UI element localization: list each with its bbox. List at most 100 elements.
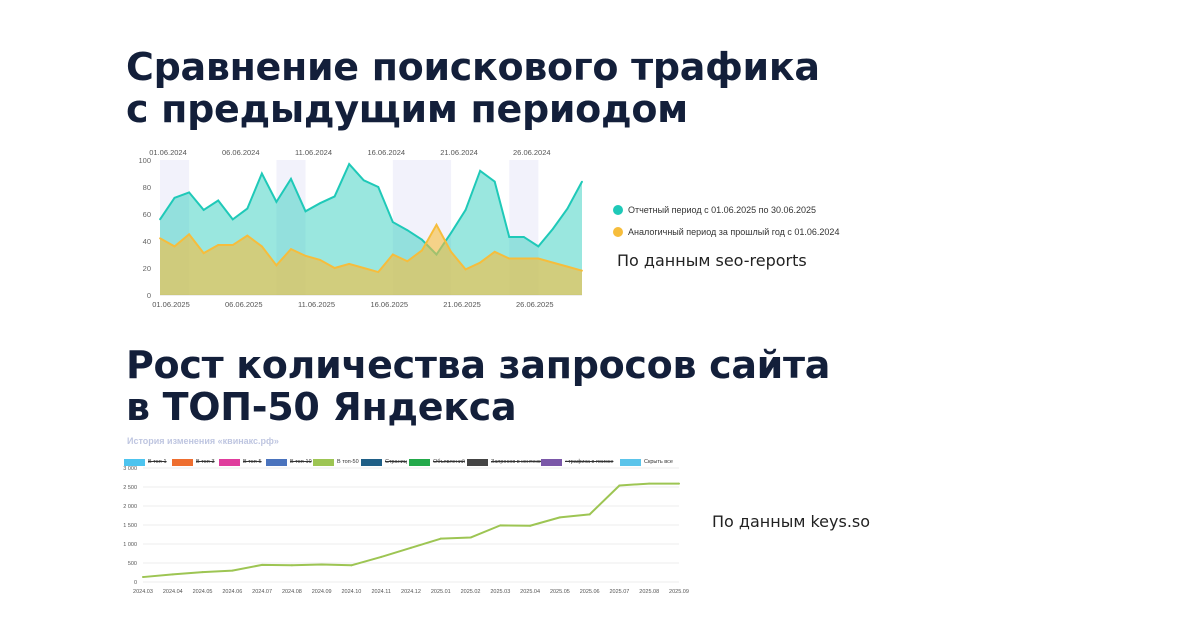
data-point-s0-9 xyxy=(290,178,292,180)
series-area-1 xyxy=(160,224,582,295)
legend-toggle-7[interactable]: Запросов в контексте xyxy=(467,456,546,468)
data-point-s0-27 xyxy=(551,227,554,230)
legend-swatch-9 xyxy=(620,458,641,466)
y-tick-label-5: 100 xyxy=(138,156,151,165)
legend-toggle-8[interactable]: ~трафика в поиске xyxy=(541,456,613,468)
x-top-label-5: 26.06.2024 xyxy=(513,148,551,157)
legend-toggle-3[interactable]: В топ-10 xyxy=(266,456,312,468)
x-tick-label-17: 2025.08 xyxy=(639,589,659,595)
data-point-5 xyxy=(290,564,293,567)
y-tick-label-4: 2 000 xyxy=(123,504,137,510)
data-point-s0-7 xyxy=(260,172,263,175)
data-point-s1-0 xyxy=(159,237,161,240)
x-bottom-label-0: 01.06.2025 xyxy=(152,300,190,309)
queries-title-line-2: в ТОП-50 Яндекса xyxy=(126,385,517,429)
data-point-s0-10 xyxy=(304,210,307,213)
data-point-s1-14 xyxy=(362,267,365,269)
legend-label-previous: Аналогичный период за прошлый год с 01.0… xyxy=(628,227,840,237)
data-point-0 xyxy=(142,576,144,579)
data-point-s0-4 xyxy=(217,199,220,202)
data-point-s1-7 xyxy=(260,245,263,248)
data-point-s1-6 xyxy=(246,234,249,237)
y-tick-label-4: 80 xyxy=(143,183,151,192)
legend-swatch-4 xyxy=(313,458,334,466)
x-tick-label-18: 2025.09 xyxy=(669,589,689,595)
y-tick-label-0: 0 xyxy=(147,291,151,300)
legend-toggle-1[interactable]: В топ-3 xyxy=(172,456,215,468)
data-point-s0-18 xyxy=(421,238,423,241)
legend-label-1: В топ-3 xyxy=(196,459,215,465)
data-point-13 xyxy=(529,524,532,527)
data-point-s0-22 xyxy=(479,169,482,172)
legend-label-4: В топ-50 xyxy=(337,459,359,465)
legend-label-8: ~трафика в поиске xyxy=(565,459,614,465)
legend-swatch-0 xyxy=(124,458,145,466)
legend-toggle-2[interactable]: В топ-5 xyxy=(219,456,262,468)
series-line-0 xyxy=(159,162,583,257)
queries-chart-heading: История изменения «квинакс.рф» xyxy=(127,436,279,446)
x-tick-label-5: 2024.08 xyxy=(282,589,302,595)
data-point-s0-16 xyxy=(391,221,394,223)
x-tick-label-6: 2024.09 xyxy=(312,589,332,595)
x-tick-label-7: 2024.10 xyxy=(341,589,361,595)
data-point-s1-20 xyxy=(450,250,452,253)
data-point-s1-3 xyxy=(202,252,205,255)
data-point-4 xyxy=(261,563,264,566)
legend-item-current-period[interactable]: Отчетный период с 01.06.2025 по 30.06.20… xyxy=(613,205,816,215)
x-bottom-label-5: 26.06.2025 xyxy=(516,300,554,309)
data-point-s0-3 xyxy=(202,209,205,211)
x-tick-label-9: 2024.12 xyxy=(401,589,421,595)
data-point-12 xyxy=(499,524,502,527)
queries-chart-legend: В топ-1 В топ-3 В топ-5 В топ-10 В топ-50 Стр… xyxy=(124,456,692,468)
legend-toggle-9[interactable]: Скрыть все xyxy=(620,456,673,468)
legend-toggle-5[interactable]: Страниц xyxy=(361,456,407,468)
data-point-s0-2 xyxy=(188,191,191,194)
data-point-s1-11 xyxy=(319,259,321,261)
legend-item-previous-year[interactable]: Аналогичный период за прошлый год с 01.0… xyxy=(613,227,839,237)
data-point-8 xyxy=(380,555,383,558)
data-point-s1-9 xyxy=(290,248,292,250)
legend-toggle-4[interactable]: В топ-50 xyxy=(313,456,359,468)
data-point-s0-24 xyxy=(508,236,511,238)
queries-title: Рост количества запросов сайта в ТОП-50 … xyxy=(126,344,830,428)
data-point-s1-17 xyxy=(406,260,409,263)
data-point-7 xyxy=(350,564,353,567)
data-point-s0-14 xyxy=(362,179,365,182)
x-top-label-3: 16.06.2024 xyxy=(368,148,406,157)
x-top-label-4: 21.06.2024 xyxy=(440,148,478,157)
data-point-16 xyxy=(618,484,621,487)
data-point-s1-21 xyxy=(464,268,467,271)
data-point-18 xyxy=(678,482,680,485)
data-point-s0-12 xyxy=(333,195,336,198)
data-point-s0-13 xyxy=(348,163,351,165)
data-point-s0-1 xyxy=(173,196,176,199)
x-top-label-1: 06.06.2024 xyxy=(222,148,260,157)
legend-label-0: В топ-1 xyxy=(148,459,167,465)
data-point-6 xyxy=(320,563,323,566)
x-tick-label-2: 2024.05 xyxy=(193,589,213,595)
data-point-14 xyxy=(558,516,561,519)
queries-growth-chart: 0 500 1 000 1 500 2 000 2 500 3 000 2024.03 2024… xyxy=(123,466,689,595)
data-point-s0-26 xyxy=(537,245,540,248)
legend-swatch-7 xyxy=(467,458,488,466)
x-tick-label-3: 2024.06 xyxy=(222,589,242,595)
traffic-title-line-1: Сравнение поискового трафика xyxy=(126,45,820,89)
legend-toggle-6[interactable]: Объявлений xyxy=(409,456,465,468)
x-tick-label-10: 2025.01 xyxy=(431,589,451,595)
y-tick-label-6: 3 000 xyxy=(123,466,137,472)
data-point-s1-15 xyxy=(377,271,380,273)
x-tick-label-14: 2025.05 xyxy=(550,589,570,595)
data-point-s0-17 xyxy=(406,229,409,232)
x-tick-label-13: 2025.04 xyxy=(520,589,540,595)
data-point-s1-18 xyxy=(421,249,423,252)
traffic-source-note: По данным seo-reports xyxy=(617,251,807,270)
traffic-title-line-2: с предыдущим периодом xyxy=(126,87,688,131)
data-point-15 xyxy=(588,513,591,516)
legend-toggle-0[interactable]: В топ-1 xyxy=(124,456,167,468)
x-tick-label-16: 2025.07 xyxy=(609,589,629,595)
x-tick-label-11: 2025.02 xyxy=(461,589,481,595)
data-point-s1-10 xyxy=(304,254,307,257)
data-point-s1-29 xyxy=(581,269,583,272)
legend-swatch-8 xyxy=(541,458,562,466)
y-tick-label-1: 500 xyxy=(128,561,137,567)
